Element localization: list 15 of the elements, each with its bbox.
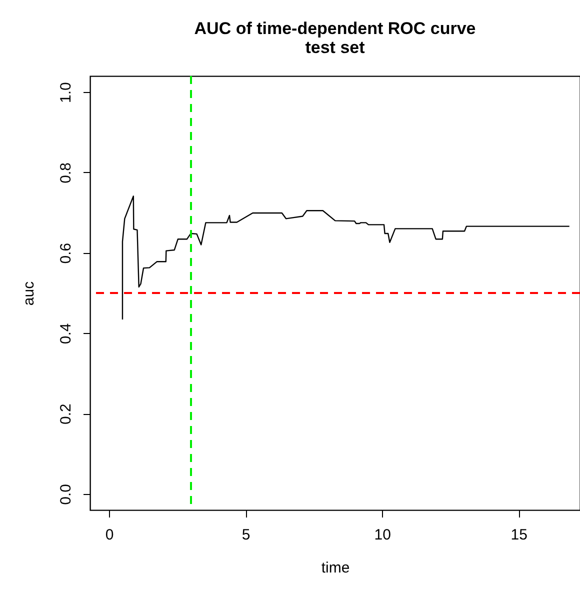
y-tick-label: 0.6 bbox=[58, 242, 74, 264]
y-axis-title: auc bbox=[20, 280, 38, 306]
x-tick-label: 10 bbox=[374, 526, 391, 544]
line-series bbox=[122, 196, 570, 320]
x-tick-label: 5 bbox=[242, 526, 250, 544]
y-tick-label: 0.0 bbox=[58, 484, 74, 505]
x-axis-title: time bbox=[321, 560, 350, 576]
x-tick-label: 15 bbox=[510, 526, 528, 544]
y-tick-label: 0.4 bbox=[58, 323, 74, 344]
chart-title: AUC of time-dependent ROC curve bbox=[194, 19, 476, 38]
y-tick-label: 0.8 bbox=[58, 162, 74, 184]
y-tick-label: 0.2 bbox=[58, 404, 74, 424]
y-tick-label: 1.0 bbox=[58, 82, 74, 104]
x-tick-label: 0 bbox=[105, 526, 114, 544]
chart-subtitle: test set bbox=[305, 38, 366, 57]
